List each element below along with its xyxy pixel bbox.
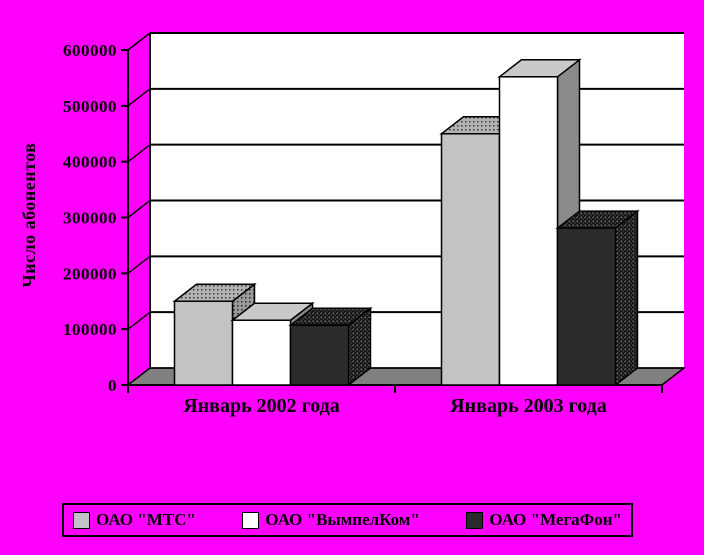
y-axis-tick-label: 400000	[63, 153, 117, 172]
bar-chart: 0 100000 200000 300000 400000 500000 600000 Янв…	[19, 32, 687, 417]
bar-mts-jan-2002	[173, 300, 234, 386]
legend-label-megafon: ОАО "МегаФон"	[489, 510, 622, 529]
y-axis-title: Число абонентов	[19, 142, 39, 287]
legend-swatch-megafon	[466, 511, 484, 529]
axis-wall-connector	[127, 32, 151, 51]
bar-vympelkom-jan-2003	[498, 76, 559, 386]
legend-label-mts: ОАО "МТС"	[96, 510, 196, 529]
y-axis-tick-label: 0	[108, 376, 117, 395]
axis-wall-connector	[127, 144, 151, 163]
axis-wall-connector	[127, 255, 151, 274]
legend-swatch-mts	[73, 511, 90, 529]
axis-wall-connector	[127, 199, 151, 219]
axis-wall-connector	[127, 311, 151, 330]
legend-label-vympelkom: ОАО "ВымпелКом"	[265, 510, 420, 529]
y-axis-tick-label: 200000	[63, 264, 117, 283]
axis-wall-connector	[127, 88, 151, 107]
bar-megafon-jan-2003-side	[614, 209, 639, 387]
bar-mts-jan-2003	[440, 133, 501, 386]
chart-legend: ОАО "МТС" ОАО "ВымпелКом" ОАО "МегаФон"	[62, 503, 633, 537]
category-label-jan-2002: Январь 2002 года	[183, 395, 340, 417]
category-label-jan-2003: Январь 2003 года	[450, 395, 607, 417]
y-axis-tick-label: 100000	[63, 320, 117, 339]
legend-item-vympelkom: ОАО "ВымпелКом"	[242, 510, 420, 530]
bar-megafon-jan-2003	[556, 227, 617, 386]
y-axis-tick-label: 500000	[63, 97, 117, 116]
bar-vympelkom-jan-2002	[231, 319, 292, 386]
y-axis-tick-label: 300000	[63, 209, 117, 228]
bar-megafon-jan-2002	[289, 324, 350, 386]
legend-item-mts: ОАО "МТС"	[73, 510, 196, 530]
legend-swatch-vympelkom	[242, 511, 260, 529]
y-axis-tick-label: 600000	[63, 41, 117, 60]
legend-item-megafon: ОАО "МегаФон"	[466, 510, 622, 530]
